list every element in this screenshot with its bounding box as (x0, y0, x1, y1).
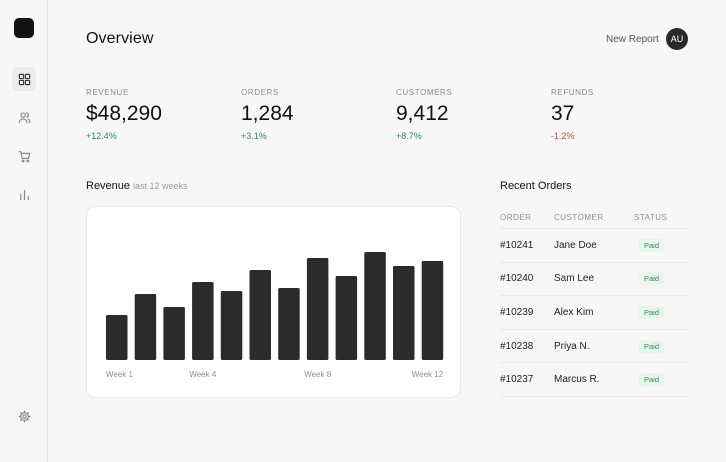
new-report-button[interactable]: New Report (606, 34, 659, 45)
avatar[interactable]: AU (666, 28, 688, 50)
bar-week-6 (249, 270, 271, 360)
bar-chart-icon (19, 189, 29, 200)
settings-button[interactable] (12, 404, 36, 428)
order-id: #10239 (500, 306, 534, 318)
status-badge: Paid (639, 373, 665, 387)
x-tick-label: Week 1 (106, 370, 134, 379)
order-id: #10241 (500, 239, 534, 251)
kpi-value: $48,290 (86, 102, 162, 125)
grid-icon (18, 73, 30, 85)
customer-name: Alex Kim (554, 306, 594, 318)
revenue-subtitle: last 12 weeks (133, 181, 188, 191)
customer-name: Marcus R. (554, 374, 600, 386)
sidebar (0, 0, 48, 462)
table-row[interactable]: #10238 Priya N. Paid (500, 330, 688, 364)
logo[interactable] (14, 18, 34, 38)
customer-name: Priya N. (554, 340, 590, 352)
status-badge: Paid (639, 272, 665, 286)
sidebar-item-analytics[interactable] (12, 182, 36, 206)
kpi-label: REFUNDS (551, 88, 594, 97)
revenue-title: Revenue (86, 180, 131, 192)
sidebar-item-orders[interactable] (12, 144, 36, 168)
bar-week-10 (364, 252, 386, 360)
bar-week-1 (106, 315, 128, 360)
kpi-delta: +8.7% (396, 131, 422, 141)
kpi-value: 9,412 (396, 102, 449, 125)
bar-week-3 (163, 307, 185, 360)
bar-week-2 (134, 294, 157, 360)
column-header-customer: CUSTOMER (554, 212, 604, 222)
bar-week-9 (335, 276, 358, 360)
bar-week-11 (393, 266, 415, 360)
table-row[interactable]: #10241 Jane Doe Paid (500, 229, 688, 263)
table-row[interactable]: #10239 Alex Kim Paid (500, 296, 688, 330)
order-id: #10240 (500, 273, 534, 285)
kpi-label: ORDERS (241, 88, 279, 97)
kpi-revenue: REVENUE $48,290 +12.4% (86, 88, 226, 141)
revenue-chart: Week 1 Week 4 Week 8 Week 12 (106, 252, 444, 379)
kpi-label: CUSTOMERS (396, 88, 453, 97)
main-content: Overview New Report AU REVENUE $48,290 +… (48, 0, 726, 462)
x-tick-label: Week 4 (189, 370, 217, 379)
revenue-chart-card: Week 1 Week 4 Week 8 Week 12 (86, 206, 461, 398)
kpi-customers: CUSTOMERS 9,412 +8.7% (396, 88, 536, 141)
order-id: #10237 (500, 374, 534, 386)
status-badge: Paid (639, 305, 665, 319)
kpi-value: 1,284 (241, 102, 294, 125)
table-row[interactable]: #10237 Marcus R. Paid (500, 363, 688, 397)
page-title: Overview (86, 30, 154, 47)
cart-icon (17, 150, 30, 162)
status-badge: Paid (639, 238, 665, 252)
x-tick-label: Week 8 (304, 370, 332, 379)
table-header: ORDER CUSTOMER STATUS (500, 206, 688, 229)
kpi-refunds: REFUNDS 37 -1.2% (551, 88, 691, 141)
bar-week-12 (421, 261, 444, 360)
x-tick-label: Week 12 (412, 370, 444, 379)
customer-name: Sam Lee (554, 273, 595, 285)
kpi-value: 37 (551, 102, 575, 125)
bar-week-7 (278, 288, 300, 360)
kpi-delta: -1.2% (551, 131, 575, 141)
kpi-orders: ORDERS 1,284 +3.1% (241, 88, 381, 141)
recent-orders-table: ORDER CUSTOMER STATUS #10241 Jane Doe Pa… (500, 206, 688, 397)
sidebar-item-customers[interactable] (12, 105, 36, 129)
column-header-order: ORDER (500, 212, 532, 222)
gear-icon (18, 410, 30, 422)
kpi-label: REVENUE (86, 88, 129, 97)
bar-week-4 (192, 282, 214, 360)
column-header-status: STATUS (634, 212, 668, 222)
bar-week-8 (306, 258, 329, 360)
kpi-delta: +3.1% (241, 131, 267, 141)
sidebar-item-dashboard[interactable] (12, 67, 36, 91)
bar-week-5 (220, 291, 243, 360)
recent-orders-title: Recent Orders (500, 180, 572, 192)
order-id: #10238 (500, 340, 534, 352)
status-badge: Paid (639, 339, 665, 353)
customer-name: Jane Doe (554, 239, 597, 251)
users-icon (18, 111, 30, 123)
kpi-delta: +12.4% (86, 131, 117, 141)
table-row[interactable]: #10240 Sam Lee Paid (500, 263, 688, 297)
